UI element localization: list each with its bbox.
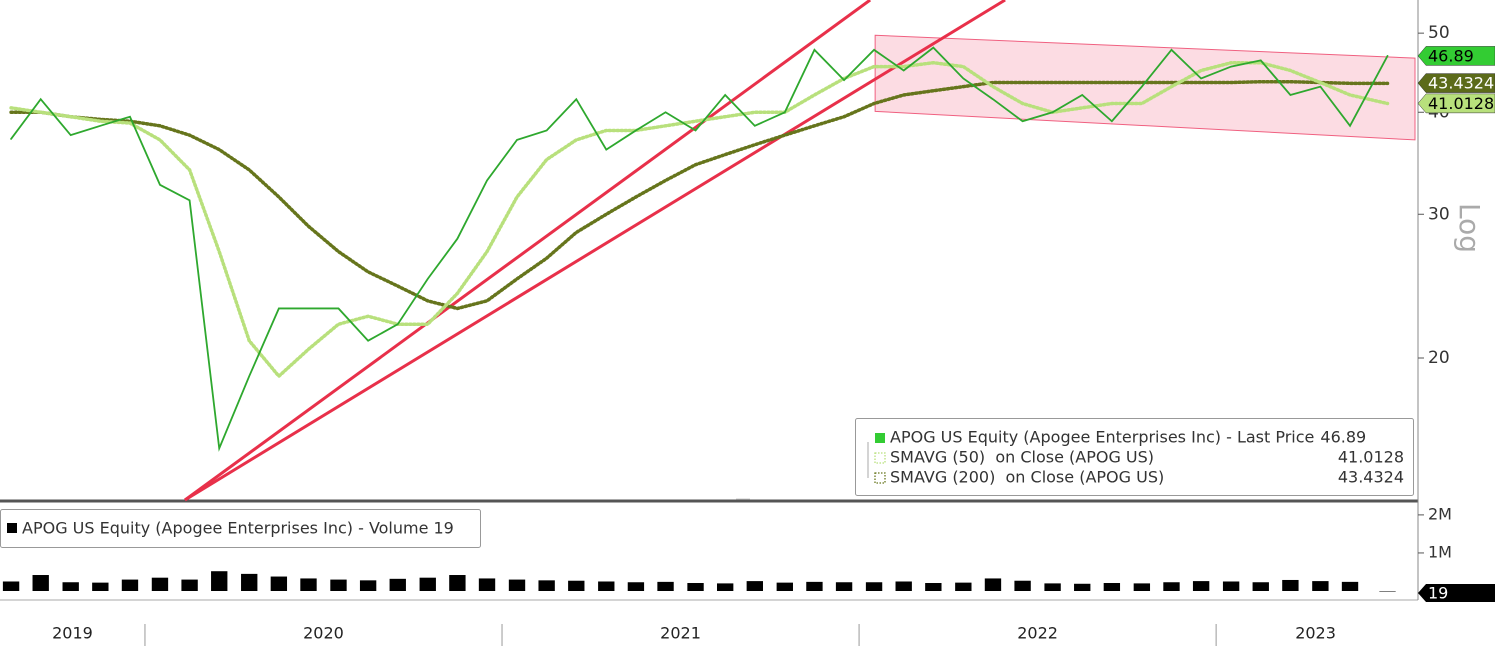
last-value-tag <box>1417 73 1495 93</box>
volume-bar <box>1103 583 1121 591</box>
trend-line <box>184 0 872 502</box>
volume-bar <box>1074 583 1091 591</box>
volume-bar <box>1192 581 1210 591</box>
volume-bar <box>835 582 853 591</box>
y-tick-label: 50 <box>1428 23 1450 43</box>
x-tick-label: 2021 <box>660 624 701 643</box>
x-tick-label: 2022 <box>1017 624 1058 643</box>
y-tick-label: 30 <box>1428 204 1450 224</box>
volume-bar <box>984 578 1002 591</box>
legend-swatch <box>874 452 886 464</box>
volume-bar <box>716 583 734 591</box>
volume-tag <box>1418 584 1495 602</box>
legend-name: SMAVG (200) on Close (APOG US) <box>890 468 1164 487</box>
volume-bar <box>121 579 139 591</box>
series-line <box>9 79 1390 311</box>
volume-bar <box>865 582 883 591</box>
volume-bar <box>955 582 972 591</box>
volume-bar <box>449 575 466 591</box>
volume-bar <box>1014 580 1031 591</box>
volume-tag-value: 19 <box>1428 584 1448 603</box>
legend-value: 41.0128 <box>1338 448 1404 467</box>
volume-bar <box>241 573 258 591</box>
volume-bar <box>330 579 347 591</box>
volume-legend-name: APOG US Equity (Apogee Enterprises Inc) … <box>22 519 428 538</box>
volume-bar <box>657 581 674 591</box>
volume-bar <box>568 580 585 591</box>
volume-bar <box>776 582 793 591</box>
legend-name: SMAVG (50) on Close (APOG US) <box>890 448 1154 467</box>
volume-bar <box>1282 579 1299 591</box>
x-tick-label: 2023 <box>1295 624 1336 643</box>
volume-bar <box>746 581 763 591</box>
trend-line <box>184 0 1006 502</box>
volume-bar <box>925 583 942 591</box>
volume-bar <box>1312 581 1329 591</box>
volume-bar <box>806 581 823 591</box>
legend-swatch <box>874 472 886 484</box>
volume-bar <box>1044 583 1061 591</box>
volume-bar <box>181 579 198 591</box>
last-value-tag <box>1417 46 1495 66</box>
volume-bar <box>1222 581 1240 591</box>
y-tick-label: 2M <box>1428 504 1452 523</box>
last-value-label: 46.89 <box>1428 46 1474 65</box>
volume-bar <box>270 576 288 591</box>
last-value-label: 43.4324 <box>1428 74 1494 93</box>
volume-bar <box>1163 582 1180 591</box>
x-tick-label: 2020 <box>303 624 344 643</box>
last-value-tag <box>1417 93 1495 114</box>
volume-bar <box>598 581 615 591</box>
volume-bar <box>211 571 228 591</box>
price-legend-box <box>855 418 1414 496</box>
volume-bar <box>687 583 704 591</box>
last-value-label: 41.0128 <box>1428 94 1494 113</box>
series-line <box>9 60 1390 379</box>
volume-bar <box>627 582 645 591</box>
volume-legend-box <box>0 509 481 548</box>
volume-bar <box>508 579 526 591</box>
legend-name: APOG US Equity (Apogee Enterprises Inc) … <box>890 428 1314 447</box>
volume-legend-swatch <box>7 523 17 533</box>
volume-bar <box>895 581 912 591</box>
volume-bar <box>1252 582 1269 591</box>
y-axis-label: Log <box>1453 203 1486 253</box>
volume-bar <box>1379 590 1396 592</box>
volume-bar <box>419 577 436 591</box>
volume-bar <box>151 577 169 591</box>
volume-legend-value: 19 <box>433 519 453 538</box>
series-line <box>10 46 1389 452</box>
volume-bar <box>92 582 109 591</box>
volume-bar <box>1133 583 1151 591</box>
x-tick-label: 2019 <box>52 624 93 643</box>
volume-bar <box>1341 581 1359 591</box>
volume-bar <box>300 578 317 591</box>
price-channel <box>874 34 1416 141</box>
volume-bar <box>32 575 49 591</box>
volume-bar <box>389 578 406 591</box>
volume-bar <box>2 581 20 591</box>
volume-bar <box>359 580 377 591</box>
y-tick-label: 1M <box>1428 542 1452 561</box>
y-tick-label: 20 <box>1428 348 1450 368</box>
legend-swatch <box>875 433 885 443</box>
legend-value: 43.4324 <box>1338 468 1404 487</box>
volume-bar <box>538 580 555 591</box>
volume-bar <box>62 582 79 591</box>
volume-bar <box>478 578 496 591</box>
legend-value: 46.89 <box>1320 428 1366 447</box>
